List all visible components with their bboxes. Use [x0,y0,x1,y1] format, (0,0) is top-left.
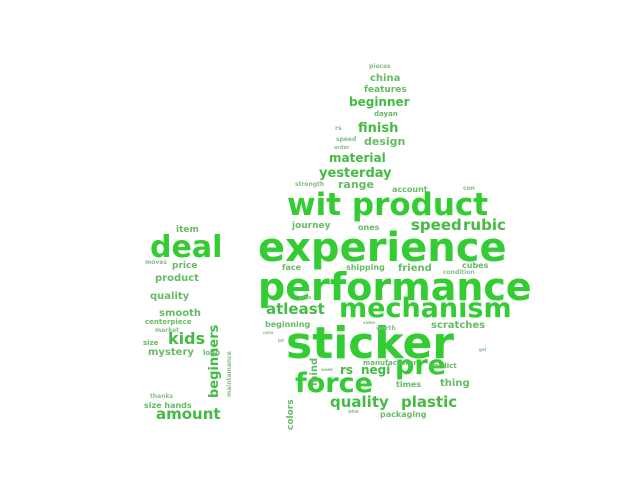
cloud-word: con [463,185,475,192]
cloud-word: mind [309,357,320,386]
cloud-word: one [348,409,359,415]
cloud-word: mystery [148,347,194,358]
cloud-word: maintainance [226,351,233,398]
cloud-word: force [295,368,373,399]
cloud-word: strength [295,181,325,188]
cloud-word: packaging [380,410,427,419]
cloud-word: video [363,320,376,325]
cloud-word: kids [168,329,206,348]
cloud-word: design [364,135,406,148]
cloud-word: negi [361,363,391,377]
cloud-word: quality [150,291,190,302]
cloud-word: performance [258,265,532,309]
cloud-word: range [338,178,375,191]
cloud-word: bit [278,338,285,343]
cloud-word: get [479,347,487,352]
cloud-word: speed [336,136,357,143]
cloud-word: ones [358,223,380,232]
cloud-word: atleast [266,300,325,318]
cloud-word: market [155,327,180,334]
cloud-word: sticker [286,318,455,369]
cloud-word: beginner [349,95,410,109]
cloud-word: order [334,145,350,151]
cloud-word: material [329,151,386,165]
cloud-word: thing [440,378,470,389]
cloud-word: speed [411,216,462,234]
cloud-word: features [364,85,407,95]
cloud-word: rs [340,363,354,377]
cloud-word: cons [263,330,274,335]
cloud-word: account [392,185,428,194]
cloud-word: pre [395,350,446,381]
cloud-word: centerpiece [145,318,192,326]
cloud-word: logo [203,349,221,357]
cloud-word: thanks [150,393,174,400]
cloud-word: dayan [374,110,398,118]
cloud-word: size [143,339,159,347]
cloud-word: experience [258,225,507,271]
cloud-word: deal [150,230,223,265]
cloud-word: worth [376,325,396,332]
cloud-word: colors [286,399,296,431]
cloud-word: moves [145,259,167,266]
cloud-word: china [370,73,401,84]
cloud-word: face [282,263,302,272]
cloud-word: quality [330,393,389,411]
cloud-word: yesterday [319,166,392,181]
cloud-word: price [172,261,198,271]
cloud-word: wit product [287,187,489,223]
cloud-word: smooth [159,308,202,319]
cloud-word: mechanism [339,293,512,324]
cloud-word: shipping [346,263,385,272]
cloud-word: amount [156,405,221,423]
cloud-word: condition [443,269,475,276]
cloud-word: cubes [462,261,489,270]
cloud-word: plastic [401,393,458,411]
cloud-word: manufacturer [363,359,417,367]
cloud-word: product [155,273,199,284]
cloud-word: journey [292,221,331,231]
cloud-word: rubic [463,216,506,234]
cloud-word: pros [299,295,312,301]
cloud-word: beginners [207,324,222,399]
cloud-word: size hands [144,401,192,410]
cloud-word: friend [398,263,432,274]
cloud-word: finish [358,121,399,136]
cloud-word: rs [335,125,342,132]
cloud-word: verdict [429,362,457,370]
cloud-word: pieces [369,63,391,70]
cloud-word: item [176,225,199,235]
cloud-word: scratches [431,320,486,331]
cloud-word: times [396,380,422,389]
cloud-word: week [321,367,333,372]
cloud-word: beginning [265,320,311,329]
